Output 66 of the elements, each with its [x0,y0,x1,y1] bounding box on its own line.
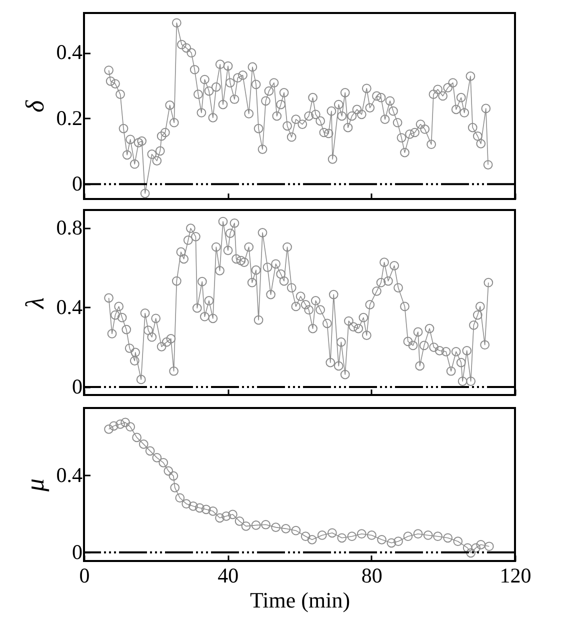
point [462,543,472,553]
y-tick-label: 0.8 [56,215,82,240]
point [466,548,476,558]
point [241,521,251,531]
point [300,532,310,542]
point [476,540,486,550]
point [347,532,357,542]
point [215,513,224,523]
point [120,418,130,428]
point [386,538,396,548]
y-tick-label: 0.4 [56,294,83,319]
point [453,536,463,546]
point [443,533,453,543]
point [377,534,386,544]
point [188,501,198,511]
point [317,530,327,540]
point [168,471,178,481]
y-tick-label: 0 [72,540,82,564]
point [328,528,337,538]
point [234,516,244,526]
point [182,499,192,509]
point [170,483,180,492]
point [403,532,413,542]
y-tick-label: 0.4 [56,462,83,487]
point [194,503,204,513]
point [164,466,174,476]
x-tick-label: 80 [361,564,382,588]
point [126,422,136,432]
point [471,543,481,553]
point [208,506,218,516]
point [291,526,301,536]
point [307,534,317,544]
point [394,536,403,546]
point [433,532,442,542]
point [116,419,125,429]
point [367,530,376,540]
point [104,424,114,434]
y-axis-title: λ [20,297,50,310]
point [228,510,238,520]
y-tick-label: 0.4 [56,40,83,64]
point [271,522,280,532]
point [152,452,162,462]
y-tick-label: 0.2 [56,106,82,130]
point [484,542,494,552]
point [222,511,231,521]
point [413,529,423,539]
point [109,421,118,431]
y-tick-label: 0 [72,374,82,399]
point [132,432,142,442]
point [356,529,366,539]
x-tick-label: 120 [500,564,532,588]
x-tick-label: 40 [218,564,239,588]
y-axis-title: δ [20,100,50,113]
point [423,530,433,540]
point [175,493,185,503]
point [158,458,168,468]
x-axis-title: Time (min) [250,588,350,612]
point [138,440,148,449]
y-axis-title: μ [20,478,50,493]
y-tick-label: 0 [72,172,82,196]
point [281,524,291,534]
point [145,446,155,456]
point [261,520,270,530]
point [201,504,211,514]
point [251,520,261,530]
point [337,533,347,543]
